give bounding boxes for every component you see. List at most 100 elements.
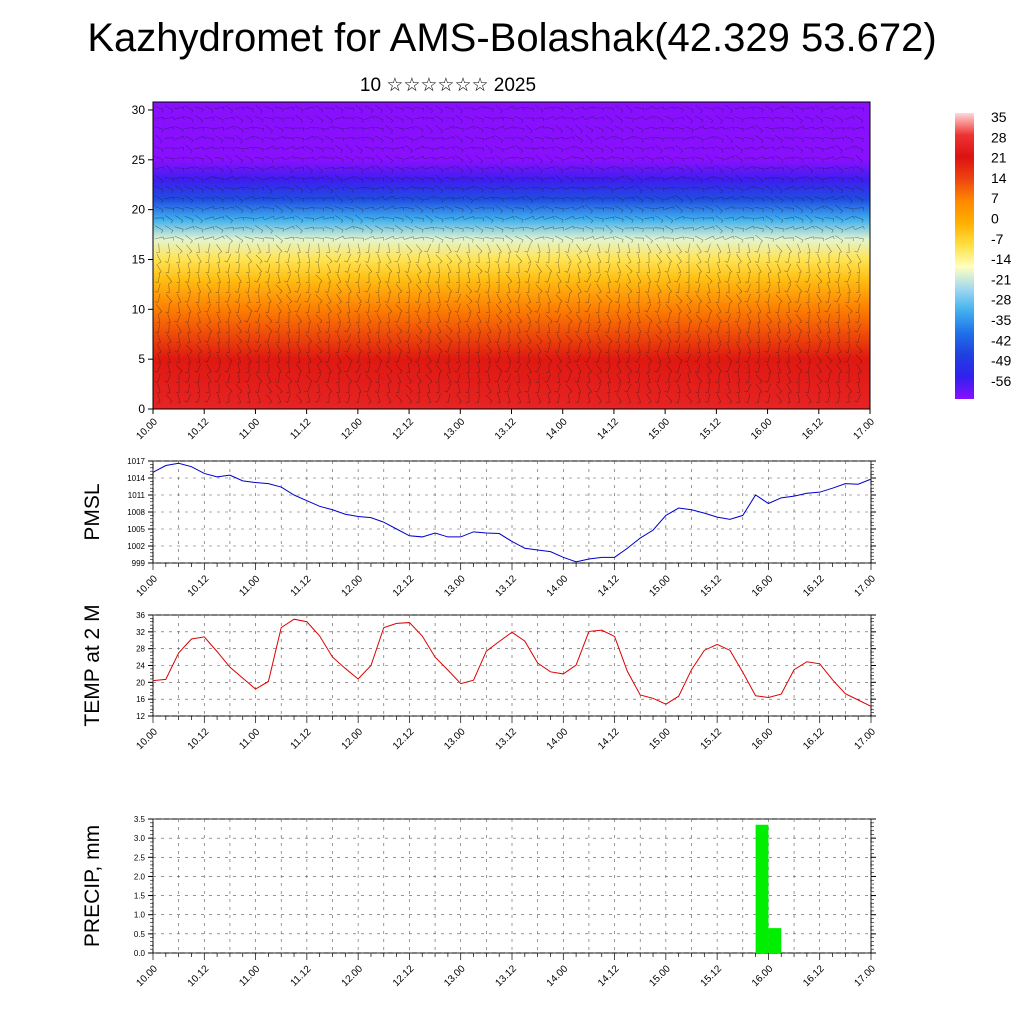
wind-barb: [715, 224, 723, 234]
wind-barb: [524, 216, 535, 220]
precip-y-tick-label: 2.0: [134, 872, 146, 881]
wind-barb: [254, 273, 262, 283]
wind-barb: [264, 253, 272, 263]
wind-barb: [325, 254, 333, 264]
wind-barb: [364, 166, 375, 170]
wind-barb: [585, 293, 590, 303]
wind-barb: [814, 343, 821, 353]
wind-barb: [515, 145, 524, 154]
wind-barb: [664, 263, 671, 273]
heatmap-x-tick-label: 10.12: [186, 416, 212, 442]
wind-barb: [624, 116, 634, 123]
wind-barb: [584, 225, 594, 233]
wind-barb: [187, 323, 191, 334]
wind-barb: [377, 253, 381, 264]
wind-barb: [814, 176, 824, 183]
wind-barb: [315, 294, 323, 304]
wind-barb: [794, 273, 801, 283]
wind-barb: [235, 155, 244, 164]
wind-barb: [675, 393, 680, 403]
wind-barb: [395, 394, 403, 404]
wind-barb: [824, 235, 835, 241]
wind-barb: [774, 177, 784, 182]
wind-barb: [315, 274, 323, 284]
wind-barb: [314, 237, 324, 242]
wind-barb: [274, 216, 285, 220]
wind-barb: [594, 146, 604, 153]
wind-barb: [544, 136, 554, 143]
wind-barb: [504, 105, 515, 111]
wind-barb: [384, 227, 394, 232]
wind-barb: [596, 373, 602, 384]
wind-barb: [504, 156, 515, 160]
wind-barb: [634, 165, 644, 174]
wind-barb: [374, 177, 384, 182]
wind-barb: [795, 364, 803, 374]
wind-barb: [776, 373, 781, 384]
wind-barb: [304, 145, 314, 153]
wind-barb: [405, 145, 413, 154]
wind-barb: [164, 126, 175, 130]
wind-barb: [725, 294, 733, 304]
wind-barb: [245, 283, 250, 293]
wind-barb: [854, 243, 861, 253]
wind-barb: [586, 384, 592, 394]
wind-barb: [616, 393, 622, 404]
wind-barb: [835, 313, 840, 323]
heatmap-x-tick-label: 12.12: [391, 416, 417, 442]
wind-barb: [854, 236, 864, 243]
wind-barb: [394, 107, 404, 112]
wind-barb: [715, 215, 724, 224]
wind-barb: [674, 166, 684, 173]
wind-barb: [434, 146, 445, 151]
wind-barb: [455, 104, 463, 114]
wind-barb: [534, 105, 544, 114]
wind-barb: [824, 303, 832, 313]
wind-barb: [536, 393, 542, 404]
wind-barb: [434, 206, 445, 211]
wind-barb: [207, 313, 212, 324]
wind-barb: [406, 343, 411, 354]
wind-barb: [594, 166, 604, 173]
wind-barb: [255, 104, 263, 114]
wind-barb: [644, 115, 655, 121]
wind-barb: [355, 313, 360, 323]
colorbar-label: 35: [991, 109, 1007, 125]
wind-barb: [334, 206, 344, 213]
wind-barb: [317, 333, 321, 344]
wind-barb: [816, 263, 822, 274]
wind-barb: [434, 165, 444, 174]
wind-barb: [754, 226, 764, 233]
wind-barb: [775, 184, 783, 194]
wind-barb: [835, 204, 843, 214]
wind-barb: [406, 363, 410, 374]
wind-barb: [345, 354, 353, 364]
wind-barb: [674, 226, 685, 231]
precip-x-tick-label: 12.12: [391, 963, 417, 989]
wind-barb: [684, 126, 694, 133]
wind-barb: [814, 105, 824, 114]
wind-barb: [705, 304, 713, 314]
temp-x-tick-label: 13.00: [442, 726, 468, 752]
wind-barb: [656, 293, 661, 304]
wind-barb: [375, 373, 380, 383]
wind-barb: [294, 207, 304, 212]
wind-barb: [675, 323, 680, 333]
wind-barb: [545, 253, 550, 263]
wind-barb: [664, 186, 675, 191]
wind-barb: [304, 383, 311, 393]
wind-barb: [214, 115, 224, 123]
wind-barb: [356, 323, 361, 334]
wind-barb: [825, 354, 833, 364]
wind-barb: [594, 383, 601, 393]
wind-barb: [426, 353, 432, 364]
wind-barb: [604, 216, 615, 221]
wind-barb: [455, 343, 460, 353]
wind-barb: [675, 343, 680, 353]
wind-barb: [294, 156, 304, 163]
wind-barb: [444, 136, 455, 140]
wind-barb: [564, 136, 575, 141]
wind-barb: [305, 283, 310, 293]
wind-barb: [354, 206, 364, 213]
